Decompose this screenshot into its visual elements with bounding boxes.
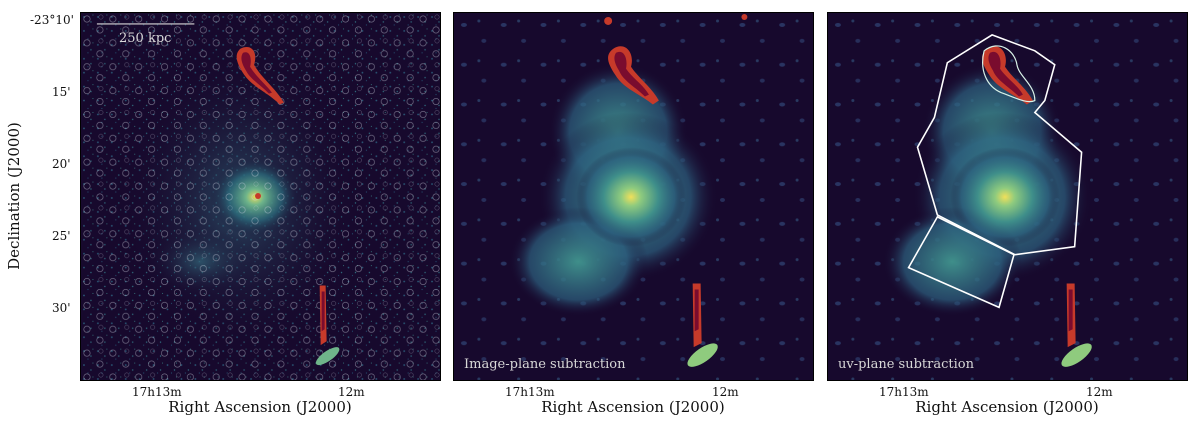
- y-tick-label: -23°10': [30, 13, 74, 27]
- y-tick-label: 15': [52, 85, 71, 99]
- radio-image: [81, 13, 440, 380]
- x-tick-label: 12m: [338, 385, 365, 399]
- x-axis-label: Right Ascension (J2000): [915, 398, 1099, 416]
- image-panel-image-plane: Image-plane subtraction: [453, 12, 814, 381]
- x-tick-label: 12m: [1086, 385, 1113, 399]
- y-tick-label: 25': [52, 229, 71, 243]
- y-axis-label: Declination (J2000): [5, 122, 23, 270]
- radio-image: [828, 13, 1187, 380]
- x-axis-label: Right Ascension (J2000): [168, 398, 352, 416]
- y-tick-label: 20': [52, 157, 71, 171]
- x-tick-label: 17h13m: [132, 385, 182, 399]
- scale-bar-label: 250 kpc: [119, 31, 172, 46]
- x-tick-label: 12m: [712, 385, 739, 399]
- region-outline: [907, 34, 1083, 309]
- y-tick-label: 30': [52, 301, 71, 315]
- radio-image: [454, 13, 813, 380]
- panel-caption: uv-plane subtraction: [838, 357, 974, 372]
- image-panel-uv-plane: uv-plane subtraction: [827, 12, 1188, 381]
- x-tick-label: 17h13m: [505, 385, 555, 399]
- image-panel-original: 250 kpc: [80, 12, 441, 381]
- panel-caption: Image-plane subtraction: [464, 357, 626, 372]
- x-tick-label: 17h13m: [879, 385, 929, 399]
- x-axis-label: Right Ascension (J2000): [541, 398, 725, 416]
